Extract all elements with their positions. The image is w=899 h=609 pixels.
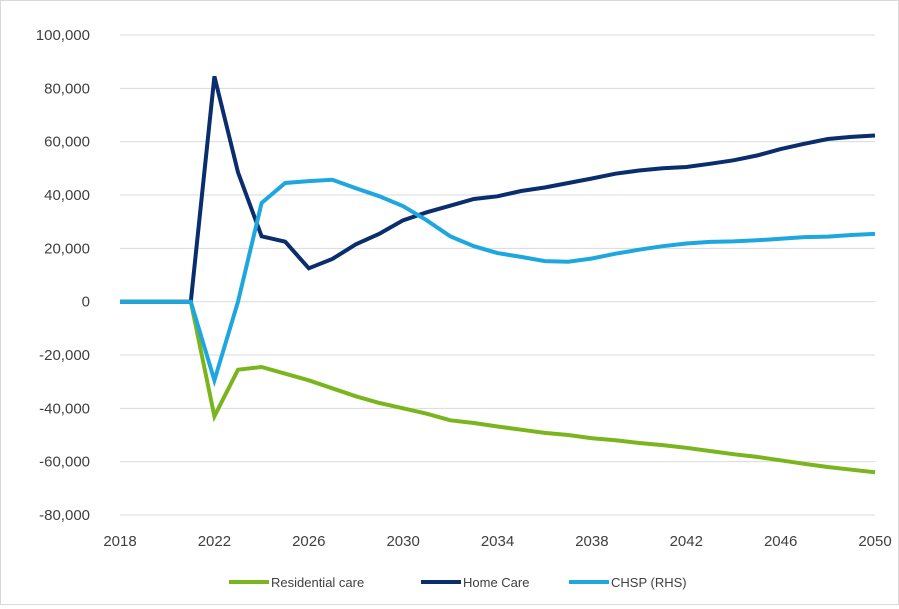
legend-label-1: Home Care [463,575,529,590]
legend: Residential care Home Care CHSP (RHS) [229,575,687,590]
x-tick-label: 2018 [103,533,136,550]
x-tick-label: 2050 [858,533,891,550]
gridlines [120,34,875,516]
y-tick-label: -20,000 [39,347,90,364]
x-tick-label: 2038 [575,533,608,550]
y-tick-label: 20,000 [44,240,90,257]
y-axis-tick-labels: -80,000 -60,000 -40,000 -20,000 0 20,000 40,00… [36,27,90,524]
series-lines [120,75,876,475]
x-tick-label: 2034 [481,533,514,550]
x-tick-label: 2026 [292,533,325,550]
series-line-1 [120,75,876,304]
x-axis-tick-labels: 2018 2022 2026 2030 2034 2038 2042 2046 2050 [103,533,891,550]
x-tick-label: 2046 [764,533,797,550]
series-line-0 [120,299,876,475]
y-tick-label: 0 [82,294,90,311]
y-tick-label: 60,000 [44,134,90,151]
y-tick-label: -80,000 [39,507,90,524]
y-tick-label: -60,000 [39,454,90,471]
legend-label-2: CHSP (RHS) [611,575,687,590]
y-tick-label: 80,000 [44,80,90,97]
y-tick-label: -40,000 [39,400,90,417]
legend-label-0: Residential care [271,575,364,590]
x-tick-label: 2022 [198,533,231,550]
y-tick-label: 100,000 [36,27,90,44]
x-tick-label: 2030 [386,533,419,550]
series-line-2 [120,177,876,388]
x-tick-label: 2042 [670,533,703,550]
y-tick-label: 40,000 [44,187,90,204]
